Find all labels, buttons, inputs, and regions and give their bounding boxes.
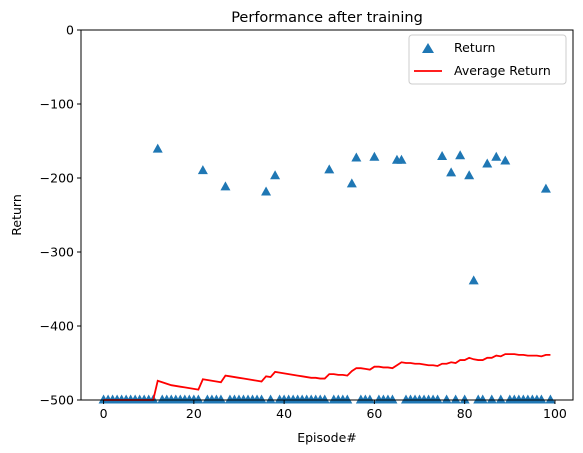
legend: Return Average Return bbox=[408, 34, 567, 85]
x-tick-label: 60 bbox=[366, 406, 382, 421]
return-point bbox=[437, 151, 448, 161]
y-axis: −500 −400 −300 −200 −100 0 bbox=[40, 23, 81, 408]
x-tick-label: 40 bbox=[276, 406, 292, 421]
y-tick-label: −400 bbox=[40, 319, 74, 334]
return-point bbox=[319, 394, 330, 404]
y-tick-label: −200 bbox=[40, 171, 74, 186]
return-point bbox=[545, 394, 556, 404]
return-point bbox=[342, 394, 353, 404]
x-tick-label: 80 bbox=[457, 406, 473, 421]
legend-average-label: Average Return bbox=[454, 63, 551, 78]
return-point bbox=[495, 394, 506, 404]
x-tick-label: 20 bbox=[186, 406, 202, 421]
y-tick-label: −500 bbox=[40, 393, 74, 408]
plot-area bbox=[98, 143, 556, 404]
return-point bbox=[346, 178, 357, 188]
return-point bbox=[482, 158, 493, 168]
return-point bbox=[220, 181, 231, 191]
chart-title: Performance after training bbox=[231, 10, 423, 26]
return-point bbox=[324, 164, 335, 174]
y-tick-label: 0 bbox=[66, 23, 74, 38]
return-point bbox=[387, 394, 398, 404]
return-point bbox=[396, 154, 407, 164]
return-point bbox=[261, 186, 272, 196]
return-point bbox=[152, 143, 163, 153]
return-point bbox=[446, 167, 457, 177]
return-point bbox=[265, 394, 276, 404]
return-point bbox=[486, 394, 497, 404]
return-point bbox=[468, 275, 479, 285]
x-tick-label: 100 bbox=[543, 406, 567, 421]
return-point bbox=[197, 165, 208, 175]
return-point bbox=[369, 151, 380, 161]
return-point bbox=[441, 394, 452, 404]
y-tick-label: −300 bbox=[40, 245, 74, 260]
return-point bbox=[270, 170, 281, 180]
return-point bbox=[193, 394, 204, 404]
return-point bbox=[536, 394, 547, 404]
y-tick-label: −100 bbox=[40, 97, 74, 112]
return-point bbox=[450, 394, 461, 404]
legend-return-marker bbox=[422, 43, 434, 53]
y-axis-label: Return bbox=[9, 194, 24, 235]
return-point bbox=[459, 394, 470, 404]
x-tick-label: 0 bbox=[100, 406, 108, 421]
return-point bbox=[500, 155, 511, 165]
average-return-line bbox=[103, 353, 551, 401]
return-point bbox=[455, 150, 466, 160]
legend-return-label: Return bbox=[454, 40, 495, 55]
return-point bbox=[364, 394, 375, 404]
return-point bbox=[491, 151, 502, 161]
return-point bbox=[215, 394, 226, 404]
x-axis-label: Episode# bbox=[297, 430, 357, 445]
return-point bbox=[477, 394, 488, 404]
return-point bbox=[540, 183, 551, 193]
legend-frame bbox=[408, 34, 567, 85]
x-axis: 0 20 40 60 80 100 bbox=[100, 400, 567, 421]
return-point bbox=[464, 170, 475, 180]
plot-frame bbox=[80, 29, 574, 401]
return-point bbox=[256, 394, 267, 404]
return-point bbox=[351, 152, 362, 162]
return-point bbox=[432, 394, 443, 404]
